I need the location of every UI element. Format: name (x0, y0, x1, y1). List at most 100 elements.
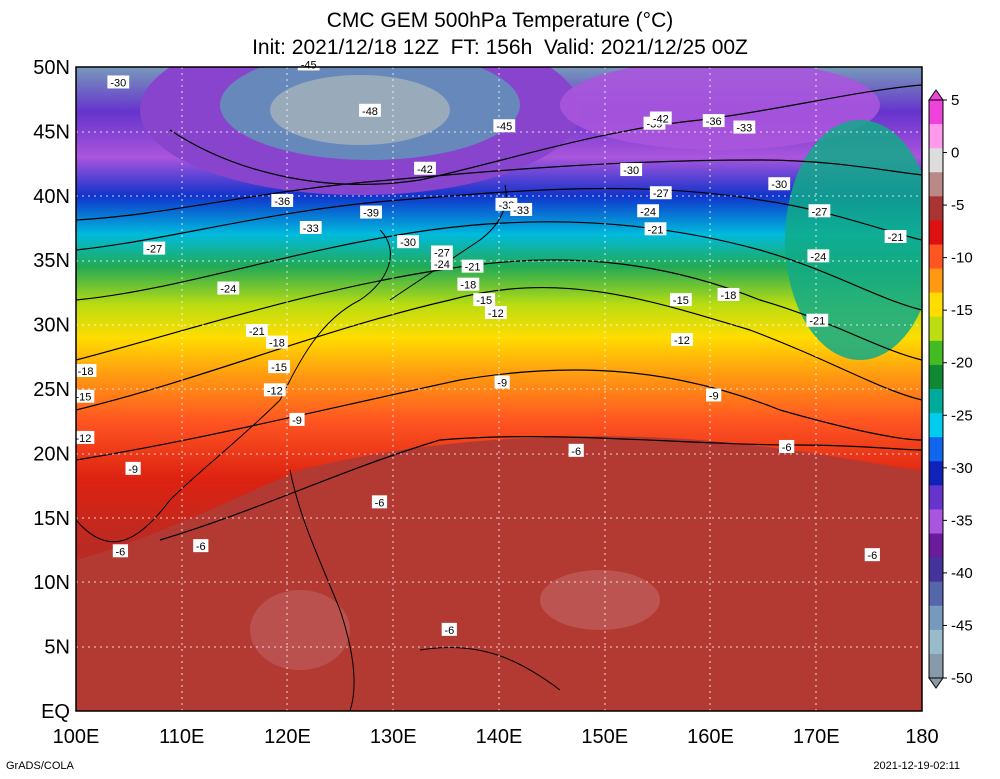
latitude-tick-label: 40N (33, 186, 70, 208)
contour-label-bg (706, 388, 722, 402)
contour-label-text: -30 (623, 165, 639, 177)
tropical-core-2 (250, 590, 350, 670)
colorbar-frame (928, 99, 944, 679)
contour-label-bg (360, 205, 382, 219)
contour-label-text: -48 (362, 106, 378, 118)
contour-label: -24 (807, 249, 830, 263)
contour-label-bg (884, 230, 907, 244)
latitude-tick-label: 30N (33, 315, 70, 337)
contour-label-bg (568, 443, 584, 457)
contour-label-text: -18 (269, 338, 285, 350)
contour-label-text: -42 (653, 114, 669, 126)
latitude-tick-label: 50N (33, 57, 70, 79)
contour-label: -24 (217, 281, 240, 296)
longitude-tick-label: 170E (793, 726, 840, 748)
contour-lines (76, 84, 922, 541)
longitude-tick-label: 140E (476, 726, 523, 748)
colorbar-swatch (929, 268, 943, 294)
contour-label-text: -6 (571, 446, 581, 458)
latitude-axis: 50N 45N 40N 35N 30N 25N 20N 15N 10N 5N EQ (33, 57, 70, 723)
contour-label: -30 (397, 235, 419, 249)
latitude-tick-label: 35N (33, 250, 70, 272)
contour-label-bg (430, 257, 453, 271)
contour-line (76, 369, 922, 461)
contour-label: -21 (884, 230, 907, 244)
latitude-tick-label: EQ (41, 701, 70, 723)
colorbar-swatch (929, 172, 943, 197)
colorbar-swatch (929, 413, 943, 438)
timestamp-label: 2021-12-19-02:11 (873, 760, 960, 772)
contour-label: -9 (706, 388, 722, 402)
contour-label: -48 (359, 103, 381, 118)
contour-label-text: -45 (496, 121, 512, 133)
contour-label-text: -30 (110, 77, 126, 89)
contour-label-bg (473, 293, 496, 307)
contour-label-bg (733, 120, 756, 134)
contour-label-text: -42 (417, 164, 433, 176)
contour-label: -30 (768, 177, 791, 191)
contour-line (76, 259, 922, 361)
longitude-axis: 100E 110E 120E 130E 140E 150E 160E 170E 180 (53, 726, 939, 748)
colorbar-tick-label: -20 (951, 355, 973, 372)
contour-label: -12 (671, 333, 693, 347)
contour-label-text: -12 (75, 433, 91, 445)
colorbar-swatch (929, 509, 943, 534)
contour-label: -45 (493, 119, 516, 133)
contour-label-bg (484, 306, 507, 320)
contour-label-bg (494, 375, 510, 389)
contour-label-text: -9 (292, 415, 302, 427)
coastline-newguinea (419, 646, 561, 691)
contour-label-bg (359, 103, 381, 117)
contour-label-bg (263, 383, 286, 397)
contour-label-bg (717, 287, 740, 301)
contour-label: -30 (620, 163, 643, 177)
contour-label-text: -21 (465, 262, 481, 274)
colorbar-tick-label: 5 (951, 92, 959, 109)
contour-label: -9 (125, 461, 141, 476)
contour-label-bg (107, 75, 130, 89)
contour-label: -27 (430, 245, 453, 259)
latitude-tick-label: 20N (33, 443, 70, 465)
contour-line (169, 84, 922, 185)
contour-label-bg (493, 119, 516, 133)
contour-label: -27 (649, 186, 672, 200)
contour-label-bg (299, 221, 322, 234)
contour-label-bg (768, 177, 791, 191)
colorbar-tick-label: -35 (951, 512, 973, 529)
contour-label: -12 (263, 383, 286, 397)
colorbar (928, 89, 944, 689)
contour-label-text: -15 (476, 295, 492, 307)
contour-label-text: -27 (146, 244, 162, 256)
colorbar-swatch (929, 364, 943, 390)
contour-label: -30 (107, 75, 130, 89)
contour-label-bg (397, 235, 419, 249)
contour-label-bg (414, 161, 436, 175)
contour-label-text: -24 (640, 206, 656, 218)
contour-line (76, 159, 922, 221)
contour-label-text: -33 (736, 123, 752, 135)
contour-label: -33 (299, 221, 322, 235)
colorbar-swatch (929, 653, 943, 679)
contour-label: -36 (702, 114, 725, 128)
contour-label-bg (669, 293, 692, 307)
contour-label-bg (289, 412, 305, 426)
contour-label-text: -30 (400, 237, 416, 249)
longitude-tick-label: 100E (53, 726, 100, 748)
contour-label-bg (72, 389, 95, 403)
longitude-tick-label: 130E (370, 726, 417, 748)
contour-label-bg (271, 193, 294, 207)
contour-label: -15 (268, 360, 290, 374)
contour-label-text: -36 (274, 196, 290, 208)
contour-label-text: -6 (375, 497, 385, 509)
contour-label-text: -15 (75, 392, 91, 404)
contour-label-text: -21 (648, 224, 664, 236)
contour-label: -36 (271, 193, 294, 208)
contour-label: -15 (669, 293, 692, 307)
colorbar-swatch (929, 485, 943, 510)
contour-label: -12 (484, 306, 507, 320)
map-frame (75, 66, 923, 712)
contour-label-bg (649, 111, 672, 125)
contour-label-text: -9 (128, 464, 138, 476)
longitude-tick-label: 110E (159, 726, 204, 748)
